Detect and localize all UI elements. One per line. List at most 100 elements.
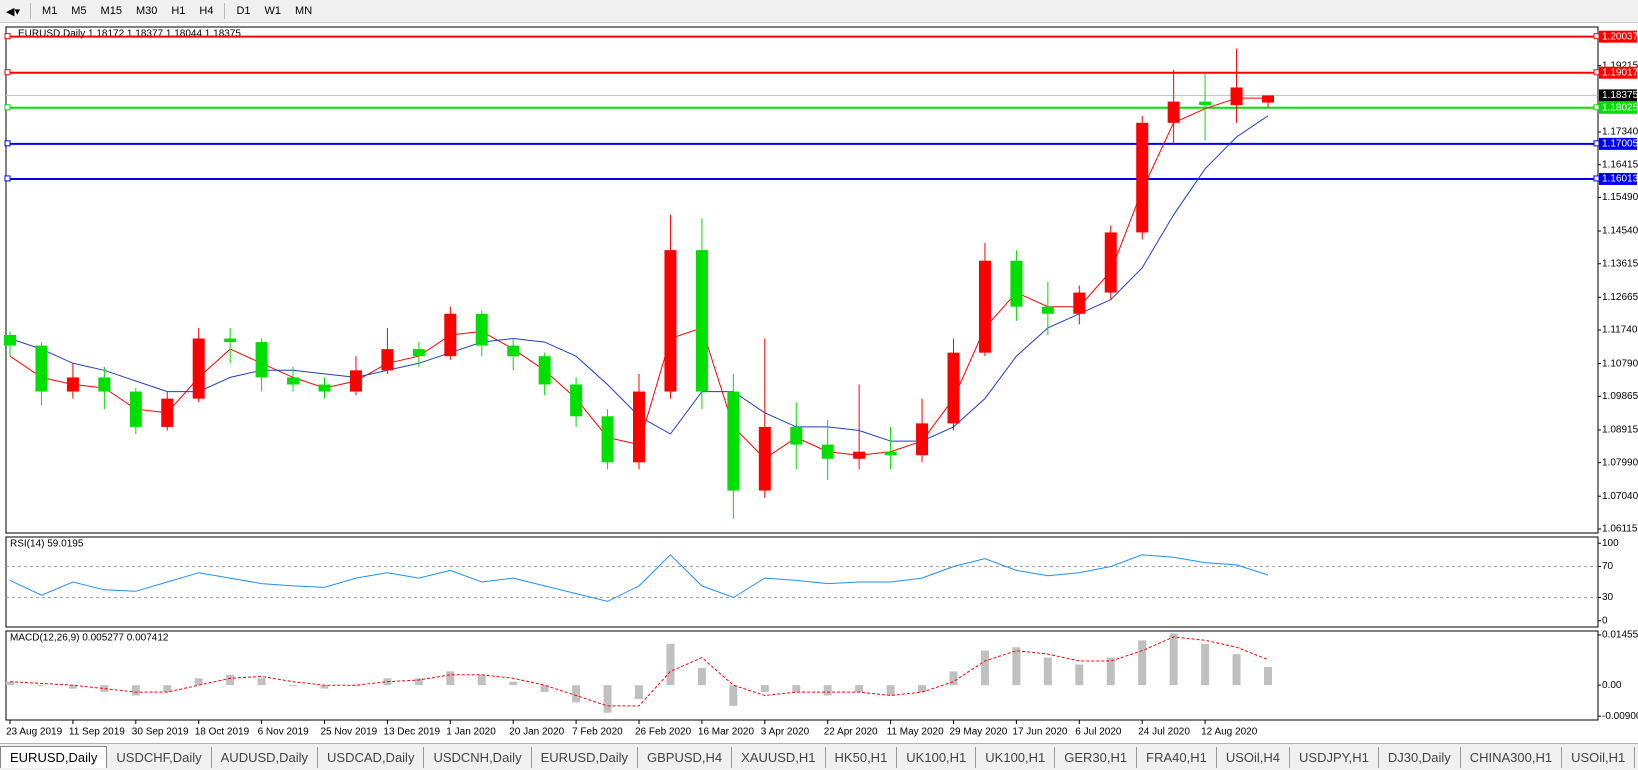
timeframe-button[interactable]: H4 xyxy=(199,5,214,17)
timeframe-button[interactable]: M30 xyxy=(135,5,158,17)
candle-body xyxy=(192,338,205,399)
chart-tab[interactable]: HK50,H1 xyxy=(826,746,898,768)
x-tick-label: 30 Sep 2019 xyxy=(132,727,189,738)
candle-body xyxy=(601,416,614,463)
separator xyxy=(29,3,31,19)
chart-tab[interactable]: USDJPY,H1 xyxy=(1290,746,1379,768)
macd-bar xyxy=(540,685,549,693)
chart-tab[interactable]: USDCHF,Daily xyxy=(107,746,212,768)
timeframe-button[interactable]: MN xyxy=(295,5,313,17)
candle-body xyxy=(633,391,645,463)
x-tick-label: 17 Jun 2020 xyxy=(1012,727,1067,738)
chart-tab[interactable]: GER30,H1 xyxy=(1055,746,1138,768)
toolbar: ◀▾ M1 M5 M15 M30 H1 H4 D1 W1 MN xyxy=(0,0,1638,23)
x-tick-label: 16 Mar 2020 xyxy=(698,727,755,738)
candle-body xyxy=(381,349,394,371)
candle-body xyxy=(1136,122,1149,233)
level-tag xyxy=(1599,66,1637,79)
candle-body xyxy=(224,338,237,343)
x-tick-label: 3 Apr 2020 xyxy=(761,727,810,738)
candle-body xyxy=(98,377,111,392)
x-tick-label: 26 Feb 2020 xyxy=(635,727,692,738)
macd-bar xyxy=(949,671,958,686)
x-tick-label: 6 Nov 2019 xyxy=(258,727,310,738)
tool-icon[interactable]: ◀▾ xyxy=(6,5,20,18)
chart-tab[interactable]: UK100,H1 xyxy=(976,746,1056,768)
macd-bar xyxy=(477,674,486,686)
chart-tab[interactable]: FRA40,H1 xyxy=(1137,746,1217,768)
chart-tab[interactable]: USOil,H4 xyxy=(1217,746,1291,768)
candle-body xyxy=(444,313,457,357)
macd-bar xyxy=(1169,633,1178,686)
chart-tab[interactable]: CHINA300,H1 xyxy=(1461,746,1563,768)
y-tick-label: 1.06115 xyxy=(1602,524,1638,535)
separator xyxy=(224,3,226,19)
candle-body xyxy=(1041,306,1054,314)
candle-body xyxy=(349,370,362,392)
macd-bar xyxy=(1232,654,1241,686)
macd-bar xyxy=(414,678,423,686)
level-handle xyxy=(4,175,11,182)
candle-body xyxy=(475,313,488,346)
x-tick-label: 25 Nov 2019 xyxy=(321,727,378,738)
timeframe-button[interactable]: M15 xyxy=(100,5,122,17)
level-label: 1.17005 xyxy=(1602,139,1638,150)
y-tick-label: 70 xyxy=(1602,561,1614,572)
level-tag xyxy=(1599,172,1637,185)
macd-bar xyxy=(886,685,895,696)
level-handle xyxy=(4,140,11,147)
chart-tab[interactable]: XAUUSD,H1 xyxy=(732,746,826,768)
level-label: 1.18025 xyxy=(1602,102,1638,113)
candle-body xyxy=(947,352,960,424)
indicator-line xyxy=(9,554,1269,602)
level-handle xyxy=(1593,140,1600,147)
timeframe-button[interactable]: D1 xyxy=(236,5,251,17)
candle-body xyxy=(758,426,771,491)
candle-body xyxy=(1073,292,1086,314)
x-tick-label: 1 Jan 2020 xyxy=(446,727,496,738)
candle-body xyxy=(318,384,331,392)
panel-title: EURUSD,Daily 1.18172 1.18377 1.18044 1.1… xyxy=(18,29,241,40)
y-tick-label: 1.13615 xyxy=(1602,258,1638,269)
chart-tab[interactable]: GBPUSD,H4 xyxy=(638,746,733,768)
level-label: 1.19017 xyxy=(1602,67,1638,78)
candle-body xyxy=(1262,95,1274,103)
level-tag xyxy=(1599,137,1637,150)
macd-bar xyxy=(37,685,46,687)
y-tick-label: 1.15490 xyxy=(1602,192,1638,203)
macd-bar xyxy=(351,685,360,687)
macd-bar xyxy=(823,685,832,696)
timeframe-button[interactable]: M1 xyxy=(41,5,58,17)
candle-body xyxy=(1104,232,1117,293)
chart-tab[interactable]: DJ30,Daily xyxy=(1379,746,1461,768)
y-tick-label: 30 xyxy=(1602,592,1614,603)
x-tick-label: 11 May 2020 xyxy=(887,727,945,738)
candle-body xyxy=(287,377,300,385)
macd-bar xyxy=(855,685,864,693)
chart-tab[interactable]: USDCAD,Daily xyxy=(318,746,425,768)
candle-body xyxy=(821,444,834,459)
indicator-line xyxy=(9,636,1269,707)
macd-bar xyxy=(320,685,329,689)
chart-tab[interactable]: USDCNH,Daily xyxy=(424,746,532,768)
candle-body xyxy=(978,260,991,353)
x-tick-label: 11 Sep 2019 xyxy=(69,727,125,738)
x-tick-label: 13 Dec 2019 xyxy=(383,727,440,738)
chart-tab[interactable]: EURUSD,Daily xyxy=(532,746,638,768)
candle-body xyxy=(916,423,929,456)
chart-tab[interactable]: UK100,H1 xyxy=(897,746,977,768)
candle-body xyxy=(255,342,268,378)
chart-tab[interactable]: AUDUSD,Daily xyxy=(212,746,319,768)
x-tick-label: 24 Jul 2020 xyxy=(1138,727,1190,738)
chart-tab[interactable]: EURUSD,Daily xyxy=(0,746,108,768)
candle-body xyxy=(1167,101,1180,123)
macd-bar xyxy=(446,671,455,686)
chart-tab[interactable]: USOil,H1 xyxy=(1562,746,1636,768)
y-tick-label: 0 xyxy=(1602,615,1608,626)
level-handle xyxy=(1593,69,1600,76)
timeframe-button[interactable]: H1 xyxy=(171,5,186,17)
timeframe-button[interactable]: M5 xyxy=(71,5,87,17)
candle-body xyxy=(727,391,740,491)
timeframe-button[interactable]: W1 xyxy=(264,5,282,17)
